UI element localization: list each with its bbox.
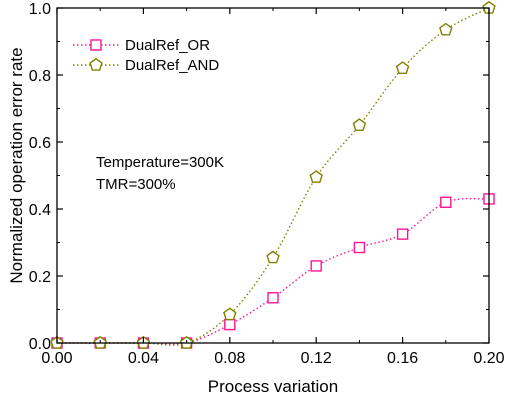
y-axis-title: Normalized operation error rate [7, 47, 26, 283]
data-point-dualref-and [223, 307, 237, 321]
data-point-dualref-or [353, 241, 366, 254]
x-tick-label: 0.00 [41, 350, 72, 367]
y-tick-label: 0.6 [29, 135, 51, 152]
series-lines [57, 7, 490, 346]
annotation-tmr: TMR=300% [96, 176, 176, 193]
data-point-dualref-and [309, 170, 323, 183]
data-point-dualref-and [352, 118, 367, 131]
data-point-dualref-or [224, 318, 236, 331]
y-tick-label: 0.0 [29, 336, 51, 353]
x-tick-label: 0.20 [473, 350, 504, 367]
legend-marker [90, 39, 102, 51]
y-tick-label: 0.8 [29, 68, 51, 85]
legend-marker-dualref-and [89, 57, 103, 71]
legend-marker-dualref-or [90, 39, 102, 51]
ticks [56, 7, 490, 344]
tick-labels: 0.00 0.04 0.08 0.12 0.16 0.20 0.0 0.2 0.4 0.6 0.8 1… [29, 1, 505, 367]
x-tick-label: 0.12 [301, 350, 332, 367]
data-point-dualref-or [396, 228, 409, 240]
series-markers [50, 0, 496, 349]
x-tick-label: 0.08 [214, 350, 245, 367]
series-line-dualref-or [57, 197, 490, 346]
data-point-dualref-or [310, 260, 322, 272]
legend-label-dualref-and: DualRef_AND [125, 57, 219, 74]
data-point-dualref-and [395, 61, 410, 75]
data-point-dualref-and [266, 250, 280, 264]
data-point-dualref-or [440, 196, 452, 209]
legend-label-dualref-or: DualRef_OR [125, 37, 210, 54]
data-point-dualref-and [439, 22, 453, 36]
y-tick-label: 1.0 [29, 1, 51, 18]
y-tick-label: 0.2 [29, 269, 51, 286]
data-point-dualref-or [267, 292, 279, 304]
legend-marker [89, 57, 103, 71]
y-tick-label: 0.4 [29, 202, 51, 219]
legend: DualRef_OR DualRef_AND [73, 37, 219, 74]
x-tick-label: 0.04 [128, 350, 159, 367]
x-axis-title: Process variation [208, 377, 338, 396]
annotation-temperature: Temperature=300K [96, 154, 224, 171]
x-tick-label: 0.16 [387, 350, 418, 367]
